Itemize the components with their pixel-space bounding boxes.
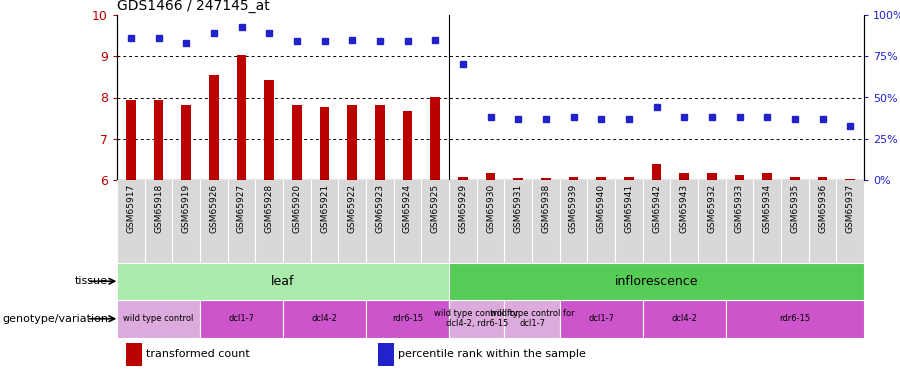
Bar <box>790 177 800 180</box>
Text: GSM65921: GSM65921 <box>320 184 329 233</box>
Bar <box>652 164 662 180</box>
Bar <box>265 80 274 180</box>
Bar <box>818 177 827 180</box>
Text: GDS1466 / 247145_at: GDS1466 / 247145_at <box>117 0 270 13</box>
Bar <box>347 105 357 180</box>
Bar <box>449 300 504 338</box>
Text: GSM65924: GSM65924 <box>403 184 412 233</box>
Text: rdr6-15: rdr6-15 <box>779 314 810 323</box>
Text: GSM65927: GSM65927 <box>237 184 246 233</box>
Bar <box>725 300 864 338</box>
Text: GSM65942: GSM65942 <box>652 184 661 233</box>
Bar <box>375 105 384 180</box>
Text: GSM65943: GSM65943 <box>680 184 688 233</box>
Text: GSM65936: GSM65936 <box>818 184 827 233</box>
Text: GSM65917: GSM65917 <box>126 184 135 233</box>
Bar <box>504 300 560 338</box>
Text: dcl1-7: dcl1-7 <box>229 314 255 323</box>
Text: GSM65932: GSM65932 <box>707 184 716 233</box>
Text: GSM65937: GSM65937 <box>846 184 855 233</box>
Bar <box>541 178 551 180</box>
Bar <box>292 105 302 180</box>
Text: GSM65938: GSM65938 <box>541 184 550 233</box>
Bar <box>320 106 329 180</box>
Bar <box>680 172 689 180</box>
Text: GSM65941: GSM65941 <box>625 184 634 233</box>
Bar <box>366 300 449 338</box>
Bar <box>734 175 744 180</box>
Text: GSM65930: GSM65930 <box>486 184 495 233</box>
Text: genotype/variation: genotype/variation <box>2 314 108 324</box>
Text: GSM65925: GSM65925 <box>431 184 440 233</box>
Bar <box>513 178 523 180</box>
Bar <box>486 172 495 180</box>
Bar <box>237 56 247 180</box>
Bar <box>117 262 449 300</box>
Bar <box>569 177 579 180</box>
Text: wild type control: wild type control <box>123 314 194 323</box>
Bar <box>200 300 283 338</box>
Text: dcl4-2: dcl4-2 <box>311 314 338 323</box>
Text: dcl4-2: dcl4-2 <box>671 314 698 323</box>
Text: GSM65923: GSM65923 <box>375 184 384 233</box>
Text: GSM65929: GSM65929 <box>458 184 467 233</box>
Text: wild type control for
dcl4-2, rdr6-15: wild type control for dcl4-2, rdr6-15 <box>435 309 519 328</box>
Text: GSM65935: GSM65935 <box>790 184 799 233</box>
Bar <box>117 300 200 338</box>
Bar <box>126 100 136 180</box>
Text: GSM65919: GSM65919 <box>182 184 191 233</box>
Text: GSM65922: GSM65922 <box>347 184 356 233</box>
Bar <box>181 105 191 180</box>
Bar <box>845 179 855 180</box>
Text: GSM65926: GSM65926 <box>210 184 219 233</box>
Bar <box>643 300 725 338</box>
Bar <box>209 75 219 180</box>
Bar <box>624 177 634 180</box>
Text: GSM65940: GSM65940 <box>597 184 606 233</box>
Bar <box>449 262 864 300</box>
Bar <box>402 111 412 180</box>
Text: GSM65939: GSM65939 <box>569 184 578 233</box>
Bar <box>283 300 366 338</box>
Text: GSM65933: GSM65933 <box>735 184 744 233</box>
Bar <box>707 172 716 180</box>
Bar <box>430 97 440 180</box>
Text: dcl1-7: dcl1-7 <box>589 314 614 323</box>
Bar <box>762 172 772 180</box>
Text: GSM65928: GSM65928 <box>265 184 274 233</box>
Bar <box>597 177 606 180</box>
Text: tissue: tissue <box>75 276 108 286</box>
Bar <box>458 177 468 180</box>
Text: percentile rank within the sample: percentile rank within the sample <box>398 350 586 359</box>
Text: leaf: leaf <box>271 275 295 288</box>
Text: wild type control for
dcl1-7: wild type control for dcl1-7 <box>490 309 574 328</box>
Text: GSM65934: GSM65934 <box>762 184 771 233</box>
Text: transformed count: transformed count <box>146 350 249 359</box>
Text: GSM65918: GSM65918 <box>154 184 163 233</box>
Bar <box>560 300 643 338</box>
Text: GSM65920: GSM65920 <box>292 184 302 233</box>
Text: GSM65931: GSM65931 <box>514 184 523 233</box>
Text: inflorescence: inflorescence <box>615 275 698 288</box>
Text: rdr6-15: rdr6-15 <box>392 314 423 323</box>
Bar <box>154 100 163 180</box>
